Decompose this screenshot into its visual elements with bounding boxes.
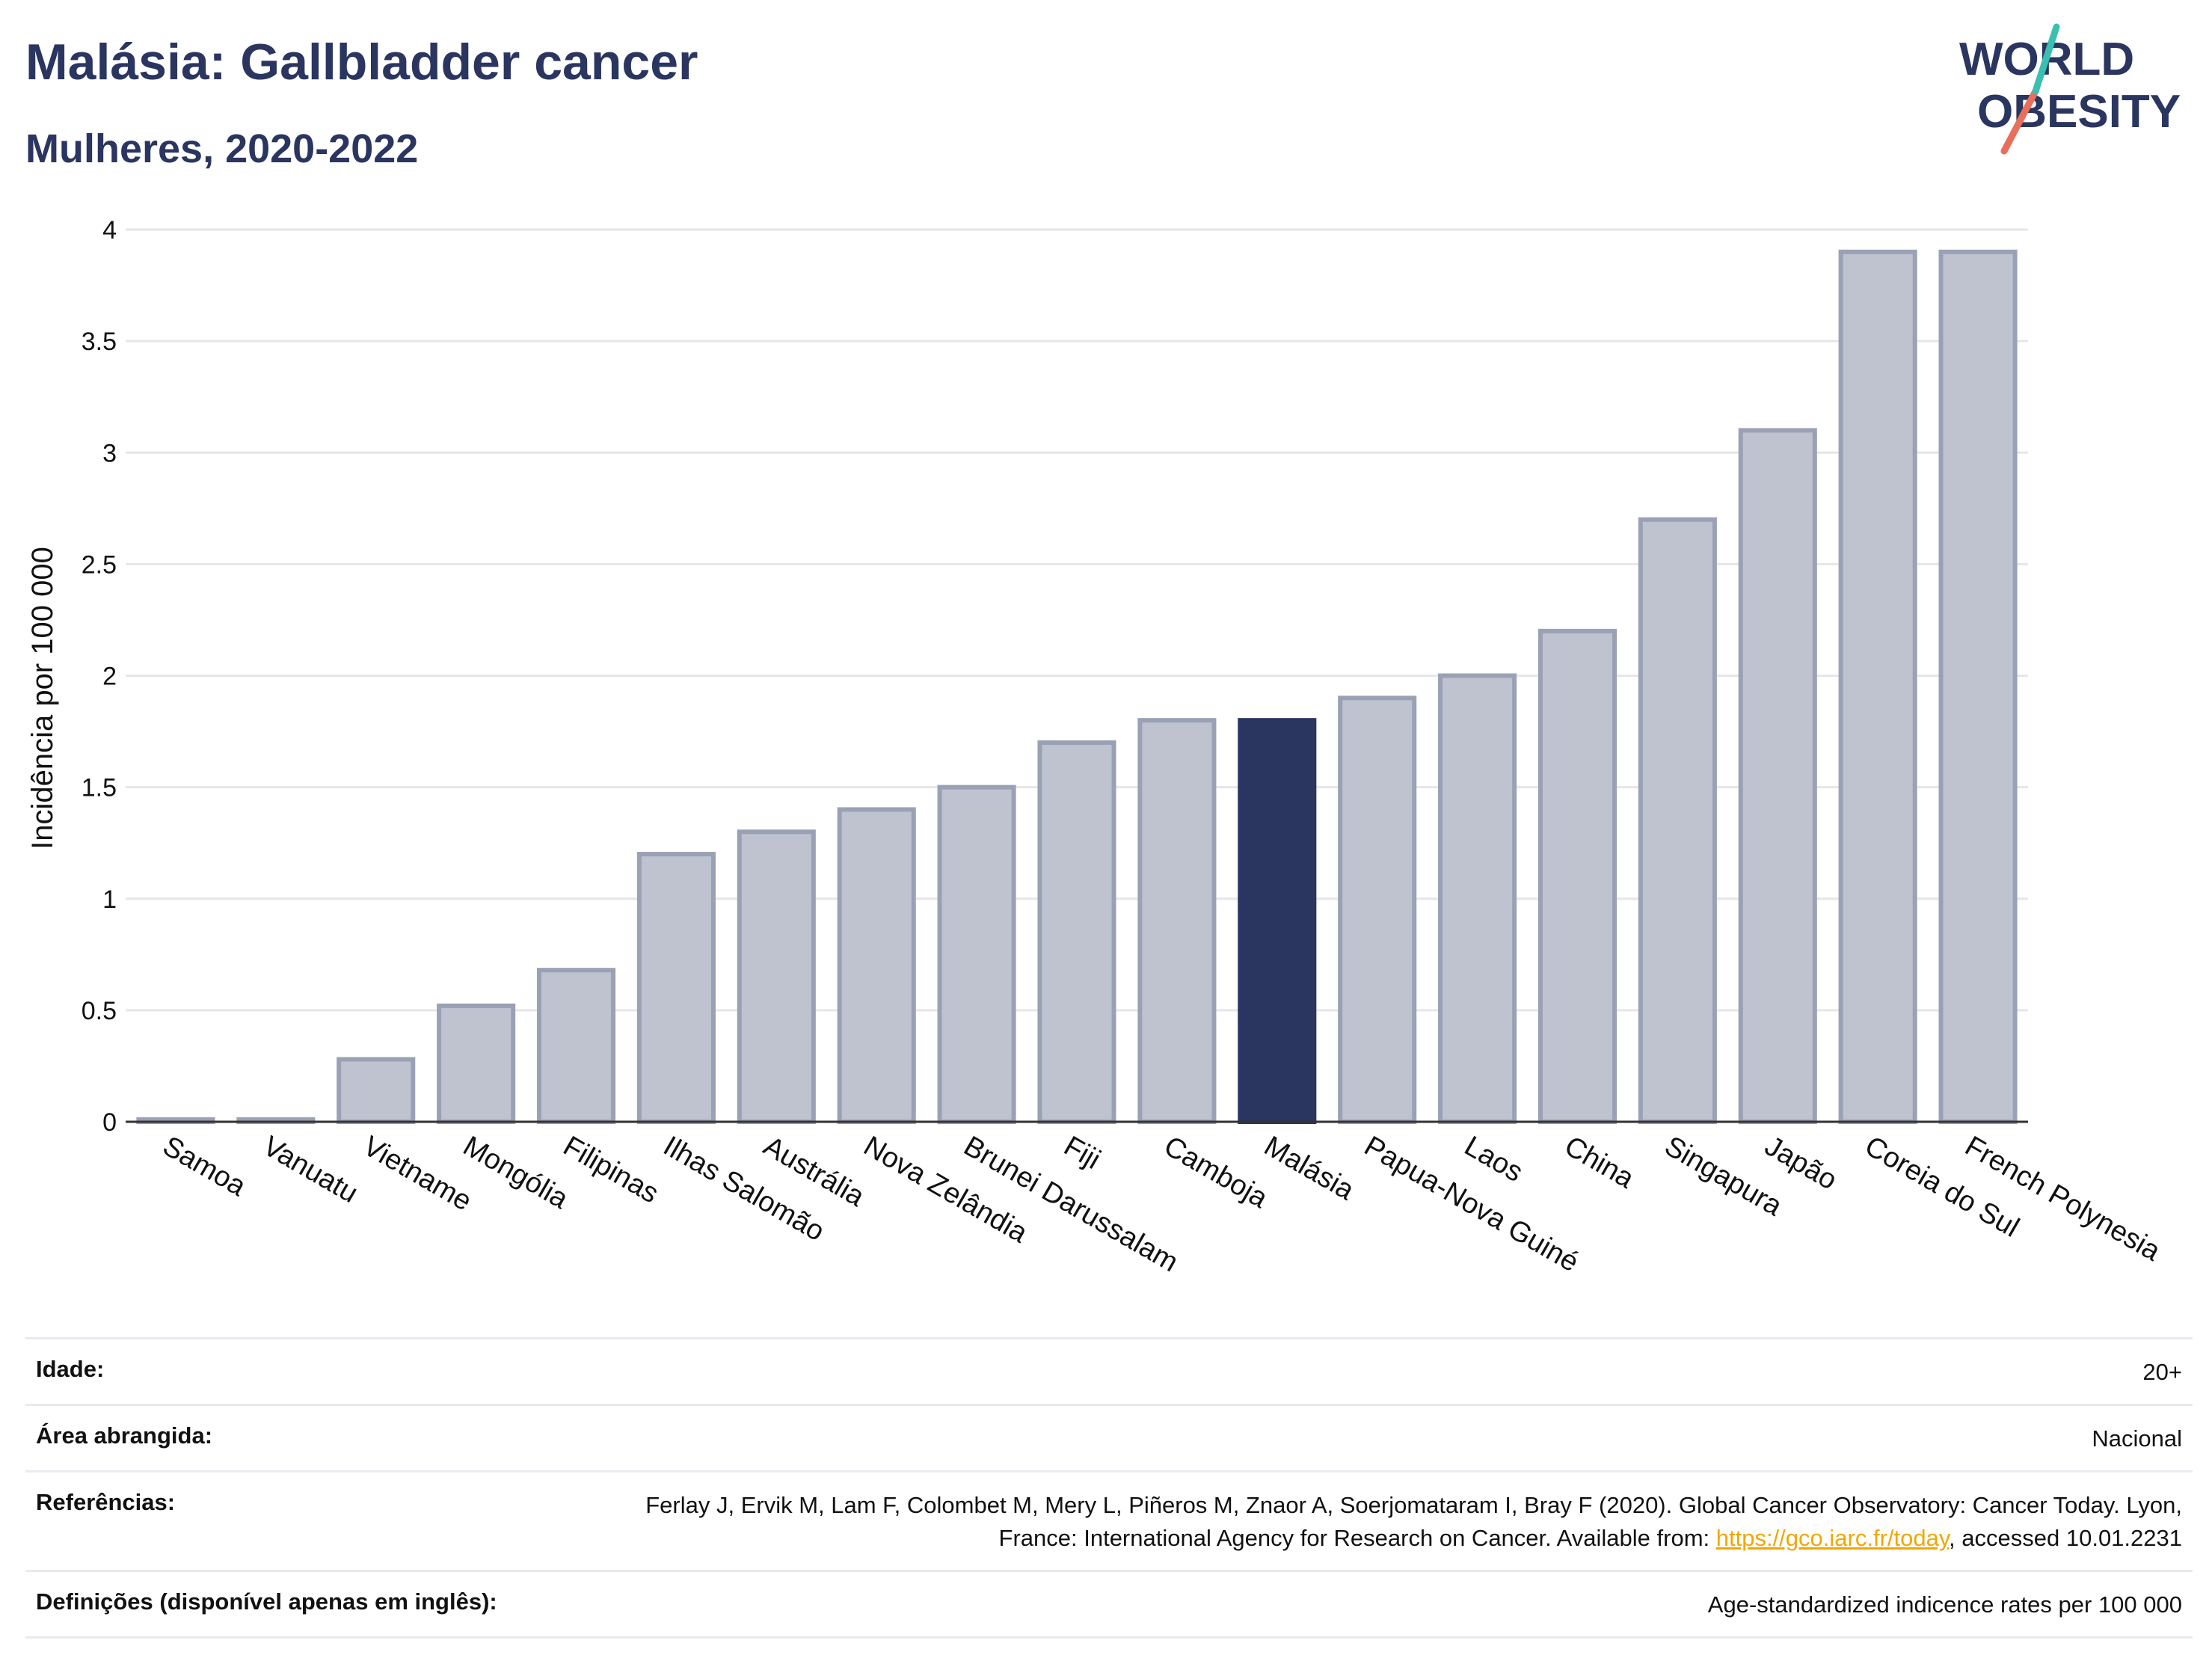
definitions-label: Definições (disponível apenas em inglês)… <box>36 1588 497 1615</box>
logo-slash-teal <box>2032 23 2060 95</box>
info-row-definitions: Definições (disponível apenas em inglês)… <box>25 1570 2193 1639</box>
references-label: Referências: <box>36 1489 176 1516</box>
bar-mong-lia <box>437 1003 516 1125</box>
info-row-references: Referências: Ferlay J, Ervik M, Lam F, C… <box>25 1470 2193 1570</box>
chart-subtitle: Mulheres, 2020-2022 <box>25 126 419 171</box>
y-axis-label: Incidência por 100 000 <box>26 547 59 850</box>
info-row-area: Área abrangida: Nacional <box>25 1404 2193 1470</box>
y-tick-label: 0.5 <box>82 997 117 1025</box>
y-tick-label: 1.5 <box>82 774 117 802</box>
bar-jap-o <box>1738 428 1817 1124</box>
area-label: Área abrangida: <box>36 1422 213 1449</box>
references-link[interactable]: https://gco.iarc.fr/today <box>1715 1525 1950 1552</box>
references-text-1: Ferlay J, Ervik M, Lam F, Colombet M, Me… <box>645 1492 2182 1552</box>
references-value: Ferlay J, Ervik M, Lam F, Colombet M, Me… <box>612 1489 2193 1555</box>
info-row-age: Idade: 20+ <box>25 1337 2193 1404</box>
y-tick-label: 2 <box>102 663 117 691</box>
x-tick-label: Vanuatu <box>257 1130 363 1209</box>
world-obesity-logo: WORLD OBESITY <box>1944 22 2199 157</box>
y-tick-label: 3 <box>102 439 117 467</box>
bar-ilhas-salom-o <box>636 852 716 1124</box>
area-value: Nacional <box>2092 1425 2182 1452</box>
x-tick-label: China <box>1559 1130 1640 1194</box>
x-tick-label: Mongólia <box>458 1130 574 1215</box>
x-tick-label: Nova Zelândia <box>858 1130 1033 1249</box>
bar-camboja <box>1137 718 1217 1124</box>
definitions-value: Age-standardized indicence rates per 100… <box>1707 1591 2182 1618</box>
x-tick-labels: Samoa VanuatuVietnameMongóliaFilipinasIlh… <box>157 1130 2166 1278</box>
bar-nova-zel-ndia <box>837 807 916 1124</box>
age-label: Idade: <box>36 1356 105 1382</box>
bar-laos <box>1438 673 1517 1124</box>
bar-fiji <box>1037 740 1116 1124</box>
bar-french-polynesia <box>1938 249 2018 1125</box>
info-table: Idade: 20+ Área abrangida: Nacional Refe… <box>25 1337 2193 1639</box>
references-text-2: , accessed 10.01.2231 <box>1949 1525 2182 1552</box>
bar-vietname <box>337 1057 416 1124</box>
logo-line2: OBESITY <box>1977 86 2181 138</box>
x-tick-label: Filipinas <box>558 1130 664 1209</box>
y-tick-label: 2.5 <box>82 550 117 579</box>
y-tick-label: 4 <box>102 216 117 245</box>
bar-mal-sia <box>1238 718 1317 1124</box>
y-tick-label: 3.5 <box>82 328 117 356</box>
bar-papua-nova-guin- <box>1338 696 1417 1124</box>
bar-brunei-darussalam <box>937 784 1016 1124</box>
y-tick-labels: 0 0.5 1 1.5 2 2.5 3 3.5 4 <box>82 216 117 1137</box>
y-tick-label: 1 <box>102 885 117 914</box>
x-tick-label: Fiji <box>1059 1130 1106 1176</box>
bar-coreia-do-sul <box>1838 249 1917 1125</box>
x-tick-label: Samoa <box>157 1130 251 1203</box>
age-value: 20+ <box>2142 1359 2182 1385</box>
chart-title: Malásia: Gallbladder cancer <box>25 34 698 90</box>
bar-chart: 0 0.5 1 1.5 2 2.5 3 3.5 4 Samoa VanuatuVietnameMo… <box>26 216 2166 1278</box>
bar-austr-lia <box>737 829 816 1125</box>
bar-singapura <box>1638 517 1717 1124</box>
x-tick-label: Vietname <box>357 1130 476 1217</box>
y-tick-label: 0 <box>102 1108 117 1137</box>
bars <box>136 249 2018 1125</box>
logo-slash-coral <box>2000 87 2039 155</box>
bar-filipinas <box>536 968 616 1124</box>
x-tick-label: Laos <box>1459 1130 1528 1188</box>
bar-china <box>1537 628 1617 1124</box>
x-tick-label: Camboja <box>1158 1130 1273 1215</box>
x-tick-label: Malásia <box>1259 1130 1360 1206</box>
